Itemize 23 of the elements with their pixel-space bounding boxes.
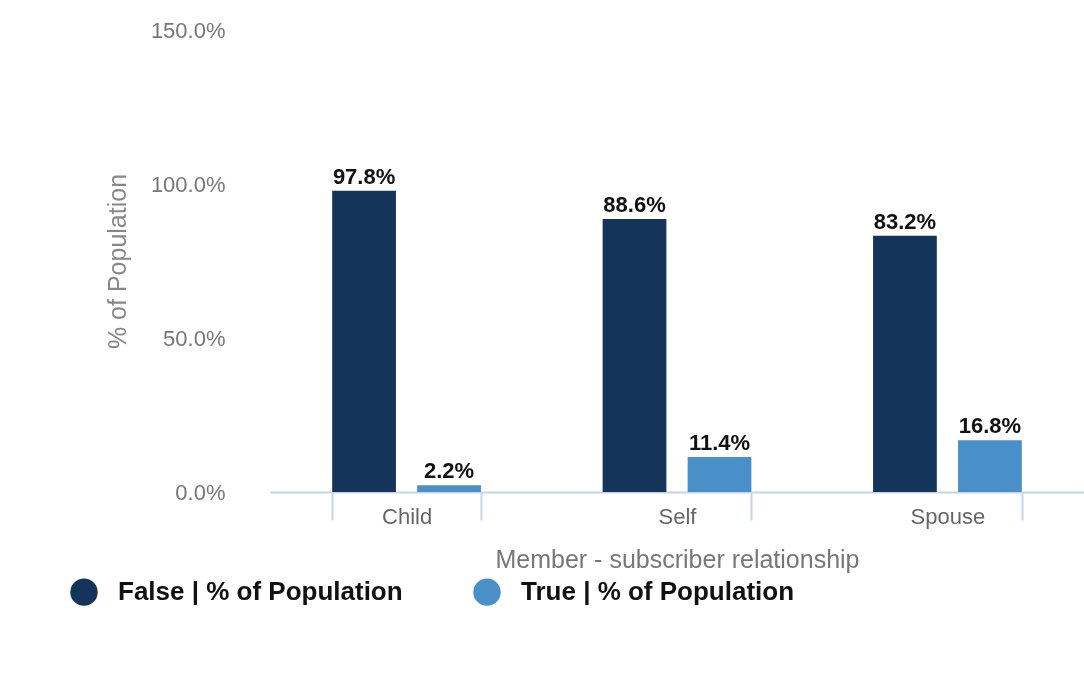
- bar: [958, 440, 1022, 492]
- x-tick-label: Self: [658, 503, 698, 529]
- x-tick-label: Child: [382, 503, 433, 529]
- legend-label: True | % of Population: [521, 576, 795, 607]
- legend-label: False | % of Population: [118, 576, 403, 607]
- data-label: 83.2%: [873, 208, 937, 234]
- y-axis-title: % of Population: [102, 173, 131, 350]
- x-axis-title: Member - subscriber relationship: [495, 544, 860, 573]
- y-tick-label: 50.0%: [163, 325, 226, 351]
- data-label: 2.2%: [423, 458, 475, 484]
- bar: [687, 456, 752, 492]
- x-tick-label: Spouse: [910, 503, 986, 529]
- y-tick-label: 0.0%: [175, 479, 226, 505]
- data-label: 88.6%: [603, 192, 666, 218]
- bar: [602, 219, 667, 492]
- data-label: 11.4%: [688, 429, 751, 455]
- bar: [873, 235, 937, 492]
- data-label: 16.8%: [958, 413, 1022, 439]
- y-tick-label: 150.0%: [150, 17, 226, 43]
- bar: [332, 190, 396, 492]
- bar: [417, 485, 481, 492]
- y-tick-label: 100.0%: [150, 171, 226, 197]
- data-label: 97.8%: [332, 163, 396, 189]
